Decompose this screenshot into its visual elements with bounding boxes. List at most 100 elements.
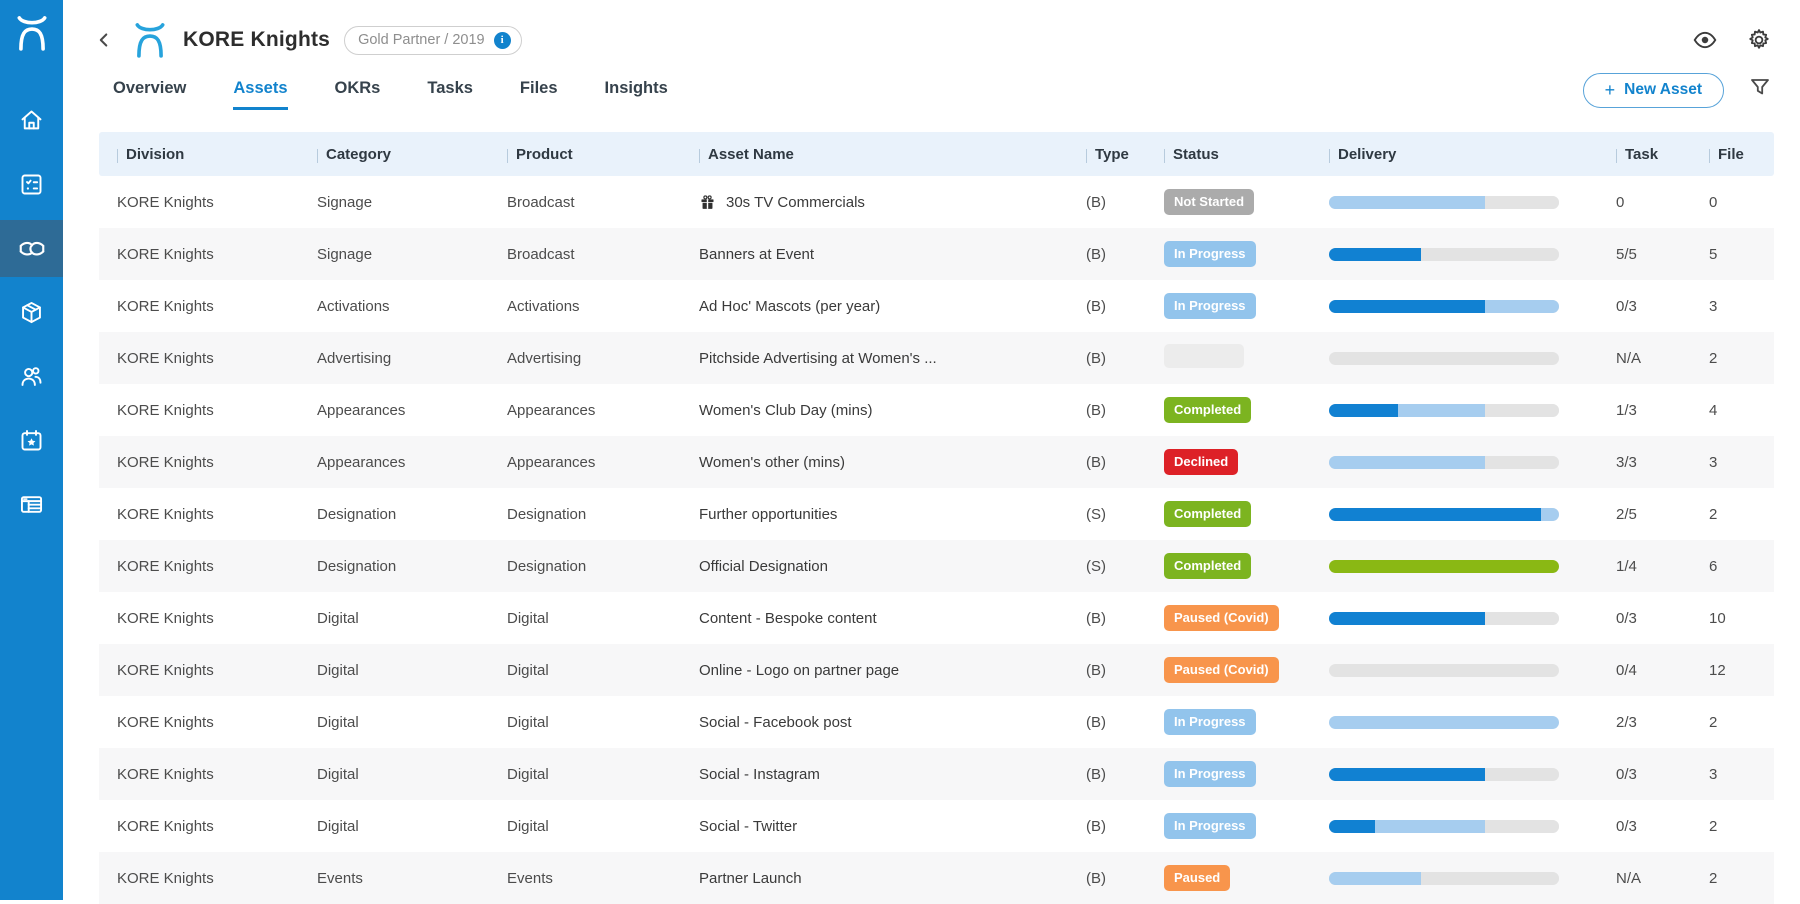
status-badge: In Progress <box>1164 709 1256 735</box>
table-row[interactable]: KORE Knights Digital Digital Social - Faceb… <box>99 696 1774 748</box>
table-row[interactable]: KORE Knights Digital Digital Content - Besp… <box>99 592 1774 644</box>
cell-file: 10 <box>1709 609 1726 627</box>
table-row[interactable]: KORE Knights Signage Broadcast Banners at E… <box>99 228 1774 280</box>
gear-icon[interactable] <box>1746 27 1772 53</box>
status-badge: Paused (Covid) <box>1164 605 1279 631</box>
column-header-division[interactable]: Division <box>117 146 317 163</box>
tabs-bar: Overview Assets OKRs Tasks Files Insight… <box>63 62 1800 110</box>
cell-category: Appearances <box>317 453 406 471</box>
cell-division: KORE Knights <box>117 505 214 523</box>
column-header-type[interactable]: Type <box>1086 146 1164 163</box>
delivery-progress-bar <box>1329 351 1559 365</box>
cell-type: (B) <box>1086 349 1106 367</box>
table-row[interactable]: KORE Knights Appearances Appearances Women'… <box>99 384 1774 436</box>
table-row[interactable]: KORE Knights Activations Activations Ad Hoc… <box>99 280 1774 332</box>
cell-task: 2/5 <box>1616 505 1637 523</box>
cell-type: (B) <box>1086 297 1106 315</box>
new-asset-button[interactable]: + New Asset <box>1582 73 1724 108</box>
filter-icon[interactable] <box>1748 75 1772 104</box>
cell-type: (B) <box>1086 869 1106 887</box>
delivery-progress-bar <box>1329 715 1559 729</box>
cell-status <box>1164 344 1329 372</box>
tab-overview[interactable]: Overview <box>113 79 187 97</box>
cell-file: 6 <box>1709 557 1718 575</box>
asset-name-text: Women's Club Day (mins) <box>699 401 873 419</box>
table-row[interactable]: KORE Knights Designation Designation Offici… <box>99 540 1774 592</box>
delivery-progress-bar <box>1329 559 1559 573</box>
table-row[interactable]: KORE Knights Appearances Appearances Women'… <box>99 436 1774 488</box>
column-header-product[interactable]: Product <box>507 146 699 163</box>
column-header-delivery[interactable]: Delivery <box>1329 146 1616 163</box>
column-header-task[interactable]: Task <box>1616 146 1709 163</box>
tab-insights[interactable]: Insights <box>604 79 668 97</box>
status-badge: Not Started <box>1164 189 1255 215</box>
delivery-segment-light <box>1329 455 1486 469</box>
cell-delivery <box>1329 507 1616 521</box>
delivery-segment-dark <box>1329 247 1421 261</box>
asset-name-text: Banners at Event <box>699 245 815 263</box>
delivery-segment-dark <box>1329 507 1541 521</box>
cell-task: N/A <box>1616 869 1642 887</box>
cell-status: Not Started <box>1164 189 1329 215</box>
column-header-asset-name[interactable]: Asset Name <box>699 146 1086 163</box>
cell-file: 2 <box>1709 869 1718 887</box>
asset-name-text: 30s TV Commercials <box>726 193 865 211</box>
cell-delivery <box>1329 299 1616 313</box>
sidebar-item-inventory[interactable] <box>0 284 63 341</box>
delivery-segment-light <box>1398 403 1486 417</box>
sidebar-item-reports[interactable] <box>0 476 63 533</box>
cell-delivery <box>1329 247 1616 261</box>
cell-division: KORE Knights <box>117 609 214 627</box>
new-asset-label: New Asset <box>1624 81 1702 98</box>
back-button[interactable] <box>93 29 115 51</box>
cell-product: Appearances <box>507 453 596 471</box>
table-row[interactable]: KORE Knights Digital Digital Social - Twitt… <box>99 800 1774 852</box>
cell-category: Designation <box>317 557 397 575</box>
cell-asset-name: Partner Launch <box>699 870 1086 887</box>
sidebar-item-partnerships[interactable] <box>0 220 63 277</box>
tab-files[interactable]: Files <box>519 79 558 97</box>
delivery-progress-bar <box>1329 819 1559 833</box>
delivery-segment-gray <box>1329 663 1559 677</box>
cell-type: (B) <box>1086 401 1106 419</box>
eye-icon[interactable] <box>1692 27 1718 53</box>
column-header-file[interactable]: File <box>1709 146 1774 163</box>
delivery-progress-bar <box>1329 299 1559 313</box>
cell-status: In Progress <box>1164 813 1329 839</box>
asset-name-text: Social - Facebook post <box>699 713 852 731</box>
sidebar-item-events[interactable] <box>0 412 63 469</box>
cell-division: KORE Knights <box>117 713 214 731</box>
partner-tier-label: Gold Partner / 2019 <box>358 32 485 48</box>
sidebar-item-tasks[interactable] <box>0 156 63 213</box>
cell-file: 3 <box>1709 297 1718 315</box>
cell-division: KORE Knights <box>117 349 214 367</box>
sidebar-item-home[interactable] <box>0 92 63 149</box>
table-row[interactable]: KORE Knights Designation Designation Furthe… <box>99 488 1774 540</box>
table-row[interactable]: KORE Knights Events Events Partner Launch (B… <box>99 852 1774 904</box>
column-header-status[interactable]: Status <box>1164 146 1329 163</box>
cell-delivery <box>1329 195 1616 209</box>
table-row[interactable]: KORE Knights Digital Digital Online - Logo … <box>99 644 1774 696</box>
cell-file: 5 <box>1709 245 1718 263</box>
table-row[interactable]: KORE Knights Digital Digital Social - Insta… <box>99 748 1774 800</box>
cell-status: Completed <box>1164 501 1329 527</box>
cell-task: 0/3 <box>1616 297 1637 315</box>
sidebar-item-contacts[interactable] <box>0 348 63 405</box>
cell-file: 2 <box>1709 505 1718 523</box>
status-badge: Paused (Covid) <box>1164 657 1279 683</box>
delivery-segment-gray <box>1485 611 1559 625</box>
column-header-category[interactable]: Category <box>317 146 507 163</box>
tab-okrs[interactable]: OKRs <box>334 79 381 97</box>
info-icon[interactable]: i <box>493 31 511 49</box>
cell-division: KORE Knights <box>117 453 214 471</box>
table-row[interactable]: KORE Knights Signage Broadcast 30s TV Comm… <box>99 176 1774 228</box>
delivery-progress-bar <box>1329 403 1559 417</box>
cell-delivery <box>1329 715 1616 729</box>
tab-tasks[interactable]: Tasks <box>427 79 473 97</box>
table-row[interactable]: KORE Knights Advertising Advertising Pitchs… <box>99 332 1774 384</box>
cell-task: 0/4 <box>1616 661 1637 679</box>
delivery-segment-gray <box>1421 871 1559 885</box>
cell-product: Advertising <box>507 349 582 367</box>
cell-product: Designation <box>507 505 587 523</box>
tab-assets[interactable]: Assets <box>233 79 288 110</box>
